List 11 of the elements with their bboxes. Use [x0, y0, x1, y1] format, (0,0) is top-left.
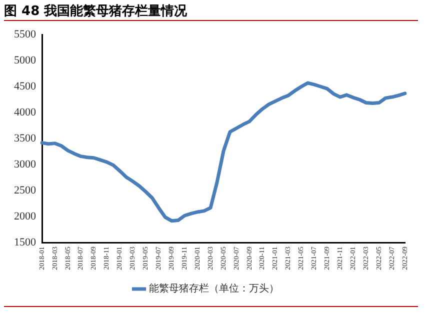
y-tick-label: 2000	[14, 210, 36, 223]
legend-label: 能繁母猪存栏（单位：万头）	[149, 282, 279, 295]
y-tick-label: 2500	[14, 184, 36, 197]
y-tick-label: 3500	[14, 132, 36, 145]
y-tick-label: 1500	[14, 236, 36, 249]
y-tick-label: 5000	[14, 54, 36, 66]
y-tick-label: 4500	[14, 80, 36, 93]
chart-title: 图 48 我国能繁母猪存栏量情况	[4, 3, 188, 20]
y-tick-label: 4000	[14, 106, 36, 119]
y-tick-label: 5500	[14, 28, 36, 40]
y-tick-label: 3000	[14, 158, 36, 171]
